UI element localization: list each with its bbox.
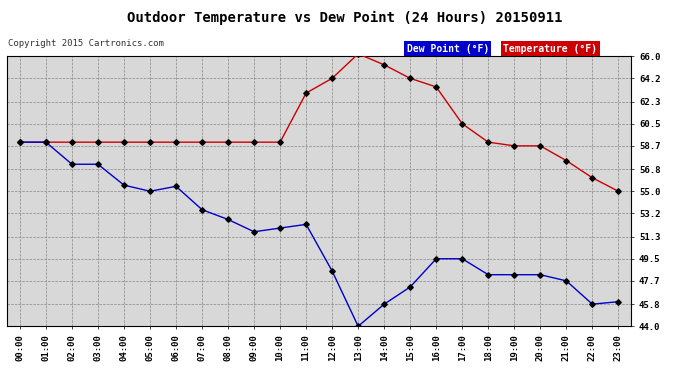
Text: Outdoor Temperature vs Dew Point (24 Hours) 20150911: Outdoor Temperature vs Dew Point (24 Hou… <box>127 11 563 26</box>
Text: Dew Point (°F): Dew Point (°F) <box>406 44 489 54</box>
Text: Temperature (°F): Temperature (°F) <box>503 44 598 54</box>
Text: Copyright 2015 Cartronics.com: Copyright 2015 Cartronics.com <box>8 39 164 48</box>
